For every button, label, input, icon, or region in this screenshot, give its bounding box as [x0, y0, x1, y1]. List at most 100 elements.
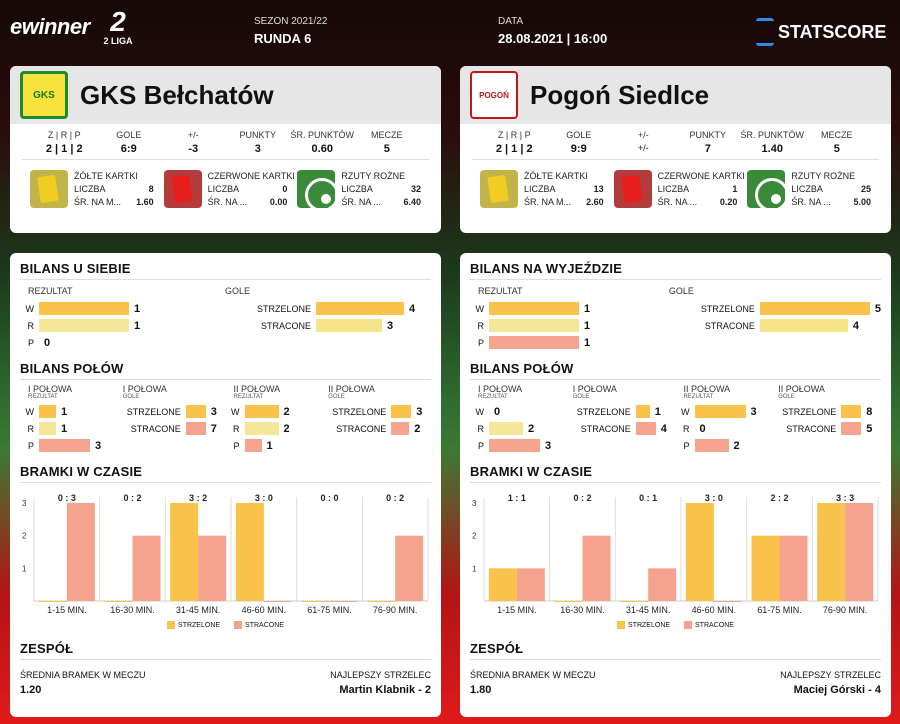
y-tick-label: 1: [22, 564, 27, 573]
result-letter: R: [27, 320, 35, 331]
goals-value: 4: [409, 302, 416, 315]
stat-label: PUNKTY: [239, 130, 276, 140]
count-row: LICZBA 13: [524, 183, 614, 196]
stat-value: 2 | 1 | 2: [45, 143, 83, 155]
half-result-letter: W: [475, 406, 485, 417]
team-name: Pogoń Siedlce: [530, 79, 710, 110]
half-result-letter: R: [683, 423, 690, 434]
half-result-letter: W: [25, 406, 35, 417]
team-summary: ŚREDNIA BRAMEK W MECZU 1.20 NAJLEPSZY STRZ…: [20, 670, 431, 696]
half-goals-row: STRACONE 2: [328, 420, 431, 437]
half-goals-value: 8: [866, 405, 873, 418]
half-sublabel: REZULTAT: [28, 394, 58, 400]
half-result-letter: R: [27, 423, 35, 434]
interval-score-label: 3 : 0: [255, 493, 273, 503]
half-goals-bar: [635, 422, 656, 435]
avg-value: 2.60: [586, 197, 604, 207]
half-label: I POŁOWA: [28, 384, 73, 394]
team-header: GKS GKS Bełchatów: [10, 66, 441, 124]
half-goals-label: STRACONE: [336, 423, 387, 434]
half-goals-row: STRACONE 4: [573, 420, 676, 437]
yellow-stat-text: ŻÓŁTE KARTKI LICZBA 8 ŚR. NA M... 1.60: [74, 170, 164, 209]
balance-section: REZULTAT W 1 R 1 P 0 GOLE STRZELONE 4 STRACONE 3: [20, 284, 431, 351]
interval-score-label: 0 : 2: [386, 493, 404, 503]
date-label: DATA: [498, 16, 524, 27]
x-tick-label: 61-75 MIN.: [757, 605, 802, 615]
balance-title: BILANS U SIEBIE: [20, 261, 431, 280]
team-header: POGOŃ Pogoń Siedlce: [460, 66, 891, 124]
avg-row: ŚR. NA ... 5.00: [791, 196, 881, 209]
count-value: 0: [282, 184, 288, 194]
stat-label: +/-: [637, 130, 649, 140]
stat-label: GOLE: [116, 130, 142, 140]
top-scorer-value: Martin Klabnik - 2: [339, 684, 431, 696]
goals-bar-row: STRZELONE 5: [669, 300, 881, 317]
stat-value: 0.60: [311, 143, 333, 155]
bar-conceded: [582, 535, 611, 601]
stat-value: 3: [254, 143, 261, 155]
x-tick-label: 16-30 MIN.: [110, 605, 155, 615]
top-scorer-label: NAJLEPSZY STRZELEC: [780, 670, 881, 680]
time-goals-title: BRAMKI W CZASIE: [20, 464, 431, 483]
half-sublabel: REZULTAT: [233, 394, 264, 400]
half-result-letter: P: [477, 440, 484, 451]
avg-label: ŚR. NA ...: [791, 197, 831, 207]
half-label: I POŁOWA: [122, 384, 167, 394]
discipline-row: ŻÓŁTE KARTKI LICZBA 13 ŚR. NA M... 2.60 CZERW…: [460, 160, 891, 209]
red-stat-box: CZERWONE KARTKI LICZBA 1 ŚR. NA ... 0.20: [613, 170, 748, 209]
half-goals-label: STRACONE: [130, 423, 181, 434]
half-goals-label: STRACONE: [786, 423, 837, 434]
interval-score-label: 3 : 0: [705, 493, 723, 503]
goals-label-conceded: STRACONE: [260, 320, 311, 331]
result-letter: R: [477, 320, 485, 331]
half-result-value: 0: [699, 422, 706, 435]
corners-stat-box: RZUTY ROŻNE LICZBA 32 ŚR. NA ... 6.40: [297, 170, 431, 209]
bar-conceded: [329, 601, 358, 602]
avg-label: ŚR. NA M...: [74, 197, 122, 207]
team-card: POGOŃ Pogoń Siedlce Z | R | P 2 | 1 | 2 GOLE…: [460, 66, 891, 233]
half-result-bar: [489, 439, 540, 452]
legend-label: STRZELONE: [178, 621, 221, 629]
h1-goals-column: I POŁOWA GOLE STRZELONE 3 STRACONE 7: [123, 384, 226, 454]
result-bar: [489, 319, 579, 332]
bar-scored: [488, 568, 517, 601]
bar-conceded: [845, 503, 874, 601]
avg-value: 1.60: [136, 197, 154, 207]
avg-value: 5.00: [853, 197, 872, 207]
top-scorer-block: NAJLEPSZY STRZELEC Maciej Górski - 4: [780, 670, 881, 696]
goals-bar-row: STRZELONE 4: [225, 300, 431, 317]
bar-scored: [104, 601, 133, 602]
result-label: REZULTAT: [478, 286, 523, 296]
yellow-title: ŻÓŁTE KARTKI: [524, 171, 588, 181]
half-goals-value: 7: [210, 422, 217, 435]
stat-value: 2 | 1 | 2: [495, 143, 533, 155]
y-tick-label: 1: [472, 564, 477, 573]
stat-value: 5: [383, 143, 390, 155]
half-result-value: 3: [750, 405, 757, 418]
avg-row: ŚR. NA ... 6.40: [341, 196, 431, 209]
result-value: 1: [134, 302, 141, 315]
bar-conceded: [198, 535, 227, 601]
result-bar: [489, 336, 579, 349]
stat-matches: MECZE 5: [805, 130, 870, 159]
half-goals-value: 4: [660, 422, 667, 435]
result-value: 1: [134, 319, 141, 332]
goals-label: GOLE: [225, 286, 251, 296]
halves-section: I POŁOWA REZULTAT W 0 R 2 P 3 I POŁOWA GOLE STRZEL…: [470, 384, 881, 454]
statscore-logo: STATSCORE: [756, 18, 886, 46]
half-result-bar: [39, 422, 56, 435]
result-letter: P: [477, 337, 484, 348]
team-name: GKS Bełchatów: [80, 79, 274, 110]
corners-title: RZUTY ROŻNE: [341, 171, 406, 181]
red-stat-text: CZERWONE KARTKI LICZBA 0 ŚR. NA ... 0.00: [208, 170, 298, 209]
stat-label: Z | R | P: [47, 130, 81, 140]
team-card: GKS GKS Bełchatów Z | R | P 2 | 1 | 2 GOLE 6:…: [10, 66, 441, 233]
half-label: II POŁOWA: [778, 384, 825, 394]
count-label: LICZBA: [341, 184, 373, 194]
league-logo-text: 2 LIGA: [103, 36, 133, 46]
